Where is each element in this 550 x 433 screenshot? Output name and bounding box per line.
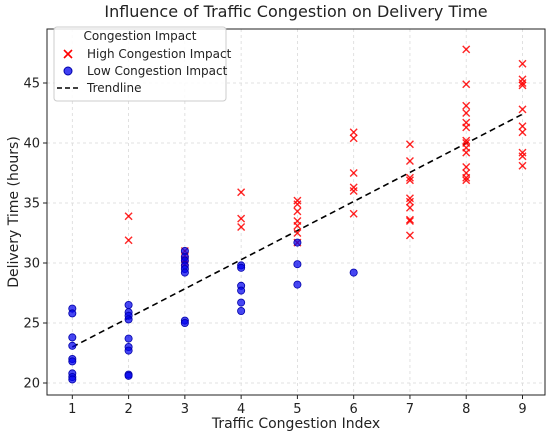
data-point-high-congestion [518,128,527,137]
x-axis-label: Traffic Congestion Index [211,416,380,432]
data-point-high-congestion [462,80,471,89]
data-point-high-congestion [349,187,358,195]
legend-title: Congestion Impact [84,29,197,43]
data-point-low-congestion [293,260,302,269]
legend-box [53,26,227,102]
x-tick-label: 7 [406,402,414,417]
trendline-layer [71,113,523,348]
data-point-high-congestion [462,148,471,157]
data-point-high-congestion [518,105,527,114]
data-point-high-congestion [462,163,471,171]
data-point-high-congestion [349,134,358,143]
data-point-high-congestion [293,229,302,237]
y-tick-label: 20 [23,377,40,392]
data-point-low-congestion [124,315,133,324]
data-point-high-congestion [405,197,414,206]
data-point-high-congestion [237,214,246,223]
y-tick-label: 25 [23,317,40,332]
data-point-high-congestion [405,140,414,149]
data-point-high-congestion [518,122,527,131]
data-point-low-congestion [124,371,133,380]
legend-entry-trendline: Trendline [86,81,142,95]
data-point-low-congestion [124,300,133,309]
data-point-high-congestion [518,59,527,68]
data-point-low-congestion [180,318,189,327]
data-point-high-congestion [237,188,246,197]
trendline [71,113,523,348]
data-point-high-congestion [293,207,302,216]
data-point-high-congestion [124,236,133,245]
data-point-low-congestion [293,238,302,247]
data-points-layer [68,45,527,384]
data-point-high-congestion [349,128,358,137]
data-point-high-congestion [405,215,414,224]
data-point-high-congestion [462,176,471,185]
legend-marker-high [63,49,73,59]
legend-entry-low: Low Congestion Impact [87,64,228,78]
x-tick-label: 3 [181,402,189,417]
data-point-low-congestion [124,334,133,343]
data-point-high-congestion [405,157,414,165]
data-point-high-congestion [518,79,527,87]
y-tick-label: 40 [23,137,40,152]
data-point-low-congestion [68,375,77,384]
x-tick-label: 4 [237,402,245,417]
data-point-high-congestion [462,101,471,110]
data-point-high-congestion [405,203,414,212]
data-point-high-congestion [518,75,527,84]
data-point-low-congestion [237,298,246,307]
data-point-high-congestion [237,223,246,231]
data-point-high-congestion [405,173,414,182]
data-point-high-congestion [349,169,358,177]
data-point-high-congestion [124,212,133,221]
legend-marker-low [63,66,73,76]
data-point-low-congestion [68,341,77,350]
data-point-high-congestion [293,196,302,205]
data-point-high-congestion [405,194,414,203]
y-tick-label: 45 [23,77,40,92]
y-tick-label: 30 [23,257,40,272]
data-point-low-congestion [68,357,77,366]
data-point-low-congestion [124,346,133,355]
data-point-high-congestion [349,209,358,218]
data-point-low-congestion [237,286,246,295]
data-point-high-congestion [518,148,527,157]
x-tick-label: 6 [350,402,358,417]
data-point-low-congestion [68,333,77,342]
data-point-low-congestion [237,306,246,315]
y-axis-label: Delivery Time (hours) [6,136,22,288]
data-point-high-congestion [293,200,302,209]
x-tick-label: 1 [68,402,76,417]
data-point-high-congestion [462,45,471,54]
plot-frame [46,28,546,396]
data-point-low-congestion [237,263,246,272]
legend: Congestion Impact High Congestion Impact… [53,26,232,102]
data-point-high-congestion [518,152,527,161]
x-tick-label: 2 [124,402,132,417]
data-point-high-congestion [405,176,414,185]
data-point-high-congestion [462,136,471,145]
x-tick-label: 8 [462,402,470,417]
data-point-low-congestion [349,268,358,277]
data-point-high-congestion [518,81,527,90]
data-point-high-congestion [405,231,414,240]
data-point-high-congestion [462,123,471,132]
y-tick-label: 35 [23,197,40,212]
chart-title: Influence of Traffic Congestion on Deliv… [104,2,487,21]
x-tick-label: 5 [293,402,301,417]
x-tick-label: 9 [518,402,526,417]
legend-entry-high: High Congestion Impact [87,47,232,61]
data-point-high-congestion [293,221,302,230]
data-point-low-congestion [180,268,189,277]
data-point-high-congestion [462,109,471,117]
data-point-low-congestion [293,280,302,289]
data-point-high-congestion [349,183,358,192]
data-point-high-congestion [462,173,471,182]
data-point-high-congestion [405,217,414,225]
data-point-low-congestion [68,309,77,318]
data-point-high-congestion [518,161,527,170]
